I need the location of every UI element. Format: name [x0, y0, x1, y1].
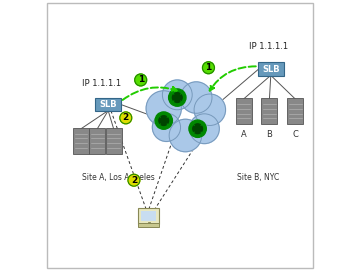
FancyBboxPatch shape	[73, 128, 89, 154]
Text: SLB: SLB	[262, 64, 280, 74]
Text: 2: 2	[123, 113, 129, 122]
Circle shape	[181, 82, 212, 113]
FancyBboxPatch shape	[141, 211, 157, 221]
Text: C: C	[292, 130, 298, 139]
Circle shape	[172, 93, 182, 102]
Circle shape	[120, 112, 132, 124]
Circle shape	[193, 124, 202, 134]
Circle shape	[162, 80, 192, 110]
Text: SLB: SLB	[99, 100, 117, 109]
FancyBboxPatch shape	[138, 223, 159, 227]
Circle shape	[159, 116, 168, 125]
FancyBboxPatch shape	[138, 208, 159, 224]
Circle shape	[155, 112, 172, 129]
Text: Site B, NYC: Site B, NYC	[238, 173, 280, 182]
Circle shape	[152, 113, 181, 141]
FancyBboxPatch shape	[261, 98, 278, 124]
FancyBboxPatch shape	[258, 62, 284, 76]
Circle shape	[189, 120, 206, 137]
FancyBboxPatch shape	[89, 128, 105, 154]
Circle shape	[169, 119, 202, 152]
Circle shape	[189, 114, 219, 144]
Circle shape	[146, 91, 181, 126]
Text: 2: 2	[131, 176, 137, 185]
Circle shape	[135, 74, 147, 86]
Text: IP 1.1.1.1: IP 1.1.1.1	[248, 43, 288, 51]
Text: IP 1.1.1.1: IP 1.1.1.1	[82, 79, 121, 88]
Text: B: B	[266, 130, 273, 139]
Text: 1: 1	[205, 63, 212, 72]
FancyBboxPatch shape	[95, 98, 121, 111]
Text: A: A	[241, 130, 247, 139]
Circle shape	[202, 62, 215, 74]
Circle shape	[168, 89, 186, 106]
Text: Site A, Los Angeles: Site A, Los Angeles	[82, 173, 155, 182]
FancyBboxPatch shape	[236, 98, 252, 124]
Circle shape	[128, 174, 140, 186]
FancyBboxPatch shape	[105, 128, 122, 154]
Circle shape	[194, 94, 225, 125]
FancyBboxPatch shape	[287, 98, 303, 124]
Text: 1: 1	[138, 75, 144, 85]
